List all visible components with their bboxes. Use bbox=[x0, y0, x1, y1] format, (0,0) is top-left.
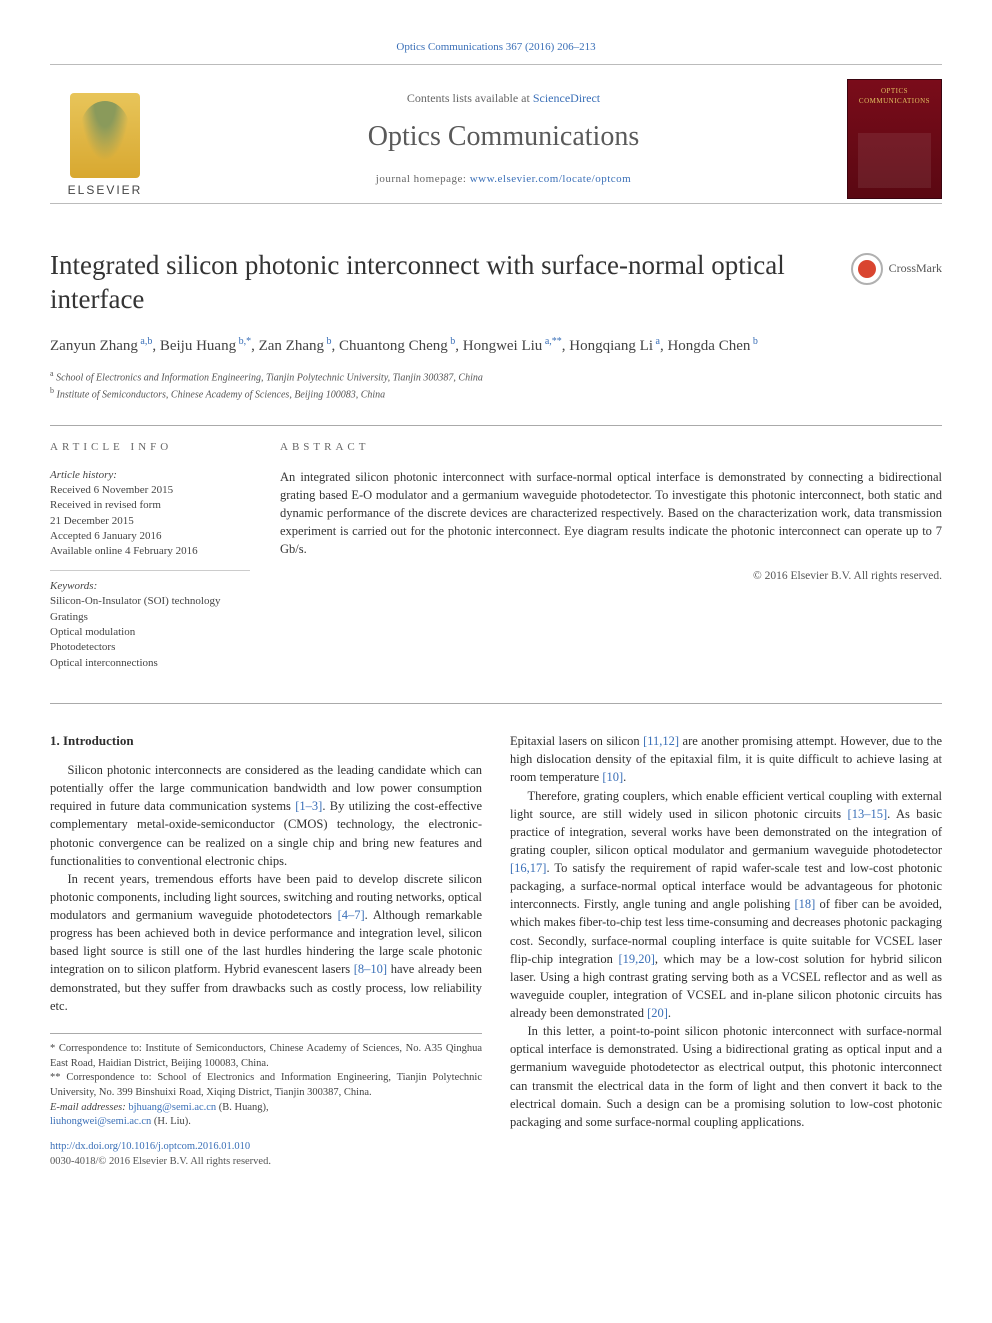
citation-link[interactable]: [10] bbox=[602, 770, 623, 784]
keyword: Optical interconnections bbox=[50, 656, 250, 671]
contents-prefix: Contents lists available at bbox=[407, 91, 533, 105]
citation-link[interactable]: [11,12] bbox=[643, 734, 679, 748]
journal-header: ELSEVIER Contents lists available at Sci… bbox=[50, 64, 942, 204]
keyword: Gratings bbox=[50, 610, 250, 625]
keyword: Optical modulation bbox=[50, 625, 250, 640]
history-line: Received 6 November 2015 bbox=[50, 483, 250, 498]
authors-list: Zanyun Zhang a,b, Beiju Huang b,*, Zan Z… bbox=[50, 334, 942, 358]
author-affil-sup: a bbox=[653, 336, 660, 347]
title-block: Integrated silicon photonic interconnect… bbox=[50, 249, 942, 317]
body-paragraph: Therefore, grating couplers, which enabl… bbox=[510, 787, 942, 1023]
correspondence-emails: E-mail addresses: bjhuang@semi.ac.cn (B.… bbox=[50, 1101, 482, 1130]
abstract-text: An integrated silicon photonic interconn… bbox=[280, 468, 942, 559]
journal-cover-thumbnail[interactable]: OPTICSCOMMUNICATIONS bbox=[847, 79, 942, 199]
header-center: Contents lists available at ScienceDirec… bbox=[160, 90, 847, 188]
body-paragraph: In recent years, tremendous efforts have… bbox=[50, 870, 482, 1015]
author[interactable]: Zan Zhang bbox=[259, 338, 324, 354]
citation-link[interactable]: [4–7] bbox=[338, 908, 365, 922]
info-divider bbox=[50, 570, 250, 571]
body-paragraph: Epitaxial lasers on silicon [11,12] are … bbox=[510, 732, 942, 786]
history-line: Accepted 6 January 2016 bbox=[50, 529, 250, 544]
author-affil-sup: b bbox=[448, 336, 456, 347]
author-affil-sup: a,b bbox=[138, 336, 152, 347]
journal-homepage-line: journal homepage: www.elsevier.com/locat… bbox=[160, 172, 847, 188]
history-line: Available online 4 February 2016 bbox=[50, 544, 250, 559]
section-rule bbox=[50, 703, 942, 704]
journal-cover-label: OPTICSCOMMUNICATIONS bbox=[848, 86, 941, 106]
author[interactable]: Beiju Huang bbox=[160, 338, 236, 354]
doi-block: http://dx.doi.org/10.1016/j.optcom.2016.… bbox=[50, 1140, 482, 1169]
article-info-column: article info Article history: Received 6… bbox=[50, 440, 250, 682]
body-paragraph: Silicon photonic interconnects are consi… bbox=[50, 761, 482, 870]
author[interactable]: Hongda Chen bbox=[667, 338, 750, 354]
top-citation[interactable]: Optics Communications 367 (2016) 206–213 bbox=[50, 40, 942, 56]
section-heading-introduction: 1. Introduction bbox=[50, 732, 482, 751]
keyword: Photodetectors bbox=[50, 640, 250, 655]
crossmark-badge[interactable]: CrossMark bbox=[851, 253, 942, 285]
elsevier-tree-icon bbox=[70, 93, 140, 178]
email-label: E-mail addresses: bbox=[50, 1102, 128, 1113]
author-affil-sup: a, bbox=[542, 336, 551, 347]
info-abstract-row: article info Article history: Received 6… bbox=[50, 440, 942, 682]
abstract-heading: abstract bbox=[280, 440, 942, 456]
article-info-heading: article info bbox=[50, 440, 250, 456]
journal-homepage-link[interactable]: www.elsevier.com/locate/optcom bbox=[470, 173, 632, 185]
history-label: Article history: bbox=[50, 468, 250, 483]
author[interactable]: Hongqiang Li bbox=[569, 338, 653, 354]
elsevier-logo[interactable]: ELSEVIER bbox=[50, 79, 160, 199]
body-paragraph: In this letter, a point-to-point silicon… bbox=[510, 1022, 942, 1131]
journal-name: Optics Communications bbox=[160, 117, 847, 158]
doi-link[interactable]: http://dx.doi.org/10.1016/j.optcom.2016.… bbox=[50, 1141, 250, 1152]
article-title: Integrated silicon photonic interconnect… bbox=[50, 249, 831, 317]
affiliation: b Institute of Semiconductors, Chinese A… bbox=[50, 385, 942, 402]
keyword: Silicon-On-Insulator (SOI) technology bbox=[50, 594, 250, 609]
article-history-block: Article history: Received 6 November 201… bbox=[50, 468, 250, 560]
elsevier-logo-text: ELSEVIER bbox=[68, 182, 143, 199]
affiliations: a School of Electronics and Information … bbox=[50, 368, 942, 403]
author[interactable]: Hongwei Liu bbox=[463, 338, 543, 354]
affiliation: a School of Electronics and Information … bbox=[50, 368, 942, 385]
homepage-prefix: journal homepage: bbox=[376, 173, 470, 185]
article-body: 1. Introduction Silicon photonic interco… bbox=[50, 732, 942, 1169]
correspondence-block: * Correspondence to: Institute of Semico… bbox=[50, 1033, 482, 1170]
sciencedirect-link[interactable]: ScienceDirect bbox=[533, 91, 600, 105]
author[interactable]: Chuantong Cheng bbox=[339, 338, 448, 354]
contents-available-line: Contents lists available at ScienceDirec… bbox=[160, 90, 847, 107]
crossmark-label: CrossMark bbox=[889, 260, 942, 277]
section-rule bbox=[50, 425, 942, 426]
email-link[interactable]: liuhongwei@semi.ac.cn bbox=[50, 1116, 151, 1127]
crossmark-circle-icon bbox=[851, 253, 883, 285]
keywords-label: Keywords: bbox=[50, 579, 250, 594]
correspondence-line: ** Correspondence to: School of Electron… bbox=[50, 1071, 482, 1100]
email-link[interactable]: bjhuang@semi.ac.cn bbox=[128, 1102, 216, 1113]
citation-link[interactable]: [13–15] bbox=[848, 807, 888, 821]
corr-marker[interactable]: ** bbox=[552, 336, 562, 347]
citation-link[interactable]: [1–3] bbox=[295, 799, 322, 813]
issn-copyright: 0030-4018/© 2016 Elsevier B.V. All right… bbox=[50, 1156, 271, 1167]
author[interactable]: Zanyun Zhang bbox=[50, 338, 138, 354]
abstract-column: abstract An integrated silicon photonic … bbox=[280, 440, 942, 682]
history-line: 21 December 2015 bbox=[50, 514, 250, 529]
author-affil-sup: b bbox=[750, 336, 758, 347]
citation-link[interactable]: [16,17] bbox=[510, 861, 546, 875]
citation-link[interactable]: [19,20] bbox=[618, 952, 654, 966]
keywords-block: Keywords: Silicon-On-Insulator (SOI) tec… bbox=[50, 579, 250, 671]
citation-link[interactable]: [20] bbox=[647, 1006, 668, 1020]
author-affil-sup: b, bbox=[236, 336, 246, 347]
corr-marker[interactable]: * bbox=[246, 336, 251, 347]
citation-link[interactable]: [8–10] bbox=[354, 962, 387, 976]
author-affil-sup: b bbox=[324, 336, 332, 347]
correspondence-line: * Correspondence to: Institute of Semico… bbox=[50, 1042, 482, 1071]
citation-link[interactable]: [18] bbox=[795, 897, 816, 911]
abstract-copyright: © 2016 Elsevier B.V. All rights reserved… bbox=[280, 568, 942, 585]
history-line: Received in revised form bbox=[50, 498, 250, 513]
